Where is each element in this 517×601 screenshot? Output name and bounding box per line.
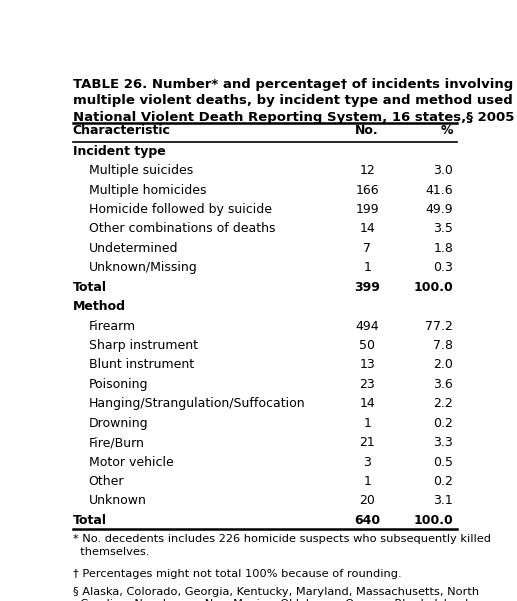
Text: 3.6: 3.6 <box>434 378 453 391</box>
Text: 100.0: 100.0 <box>414 281 453 294</box>
Text: 3.1: 3.1 <box>434 495 453 507</box>
Text: 49.9: 49.9 <box>425 203 453 216</box>
Text: 1: 1 <box>363 416 371 430</box>
Text: 2.2: 2.2 <box>434 397 453 410</box>
Text: 100.0: 100.0 <box>414 514 453 527</box>
Text: 50: 50 <box>359 339 375 352</box>
Text: Sharp instrument: Sharp instrument <box>89 339 197 352</box>
Text: * No. decedents includes 226 homicide suspects who subsequently killed
  themsel: * No. decedents includes 226 homicide su… <box>72 534 491 557</box>
Text: 1.8: 1.8 <box>433 242 453 255</box>
Text: 494: 494 <box>355 320 379 332</box>
Text: 3.5: 3.5 <box>433 222 453 236</box>
Text: Total: Total <box>72 281 107 294</box>
Text: § Alaska, Colorado, Georgia, Kentucky, Maryland, Massachusetts, North
  Carolina: § Alaska, Colorado, Georgia, Kentucky, M… <box>72 587 479 601</box>
Text: 7.8: 7.8 <box>433 339 453 352</box>
Text: Other: Other <box>89 475 124 488</box>
Text: 3.0: 3.0 <box>433 164 453 177</box>
Text: 23: 23 <box>359 378 375 391</box>
Text: 399: 399 <box>354 281 380 294</box>
Text: Unknown: Unknown <box>89 495 146 507</box>
Text: 3: 3 <box>363 456 371 469</box>
Text: 0.3: 0.3 <box>433 261 453 274</box>
Text: Multiple homicides: Multiple homicides <box>89 183 206 197</box>
Text: Incident type: Incident type <box>72 145 165 157</box>
Text: Fire/Burn: Fire/Burn <box>89 436 145 449</box>
Text: 20: 20 <box>359 495 375 507</box>
Text: 12: 12 <box>359 164 375 177</box>
Text: Total: Total <box>72 514 107 527</box>
Text: Unknown/Missing: Unknown/Missing <box>89 261 197 274</box>
Text: 41.6: 41.6 <box>425 183 453 197</box>
Text: Drowning: Drowning <box>89 416 148 430</box>
Text: 21: 21 <box>359 436 375 449</box>
Text: 0.5: 0.5 <box>433 456 453 469</box>
Text: Homicide followed by suicide: Homicide followed by suicide <box>89 203 271 216</box>
Text: Motor vehicle: Motor vehicle <box>89 456 173 469</box>
Text: Other combinations of deaths: Other combinations of deaths <box>89 222 275 236</box>
Text: TABLE 26. Number* and percentage† of incidents involving
multiple violent deaths: TABLE 26. Number* and percentage† of inc… <box>72 78 517 124</box>
Text: Multiple suicides: Multiple suicides <box>89 164 193 177</box>
Text: Firearm: Firearm <box>89 320 136 332</box>
Text: † Percentages might not total 100% because of rounding.: † Percentages might not total 100% becau… <box>72 569 401 579</box>
Text: Poisoning: Poisoning <box>89 378 148 391</box>
Text: 0.2: 0.2 <box>433 416 453 430</box>
Text: 3.3: 3.3 <box>434 436 453 449</box>
Text: 166: 166 <box>355 183 379 197</box>
Text: %: % <box>441 124 453 138</box>
Text: 0.2: 0.2 <box>433 475 453 488</box>
Text: 14: 14 <box>359 397 375 410</box>
Text: 13: 13 <box>359 358 375 371</box>
Text: 640: 640 <box>354 514 380 527</box>
Text: 2.0: 2.0 <box>433 358 453 371</box>
Text: 1: 1 <box>363 261 371 274</box>
Text: Blunt instrument: Blunt instrument <box>89 358 194 371</box>
Text: 14: 14 <box>359 222 375 236</box>
Text: Characteristic: Characteristic <box>72 124 171 138</box>
Text: 199: 199 <box>355 203 379 216</box>
Text: Hanging/Strangulation/Suffocation: Hanging/Strangulation/Suffocation <box>89 397 306 410</box>
Text: No.: No. <box>355 124 379 138</box>
Text: Undetermined: Undetermined <box>89 242 178 255</box>
Text: 7: 7 <box>363 242 371 255</box>
Text: Method: Method <box>72 300 126 313</box>
Text: 77.2: 77.2 <box>425 320 453 332</box>
Text: 1: 1 <box>363 475 371 488</box>
